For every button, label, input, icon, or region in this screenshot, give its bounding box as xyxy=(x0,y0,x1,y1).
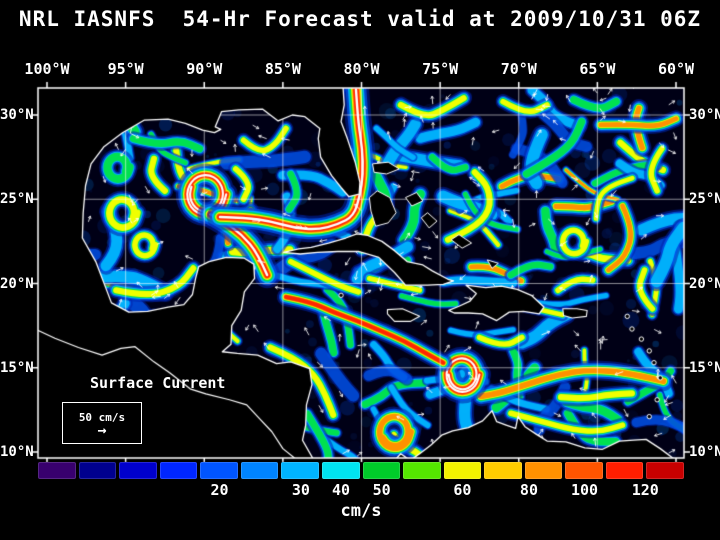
lat-axis-label-left: 25°N xyxy=(0,191,34,208)
colorbar-tick-label: 30 xyxy=(291,481,310,499)
lon-axis-label: 100°W xyxy=(24,60,70,78)
lat-axis-label-right: 25°N xyxy=(689,191,720,208)
lon-axis-label: 60°W xyxy=(657,60,695,78)
lon-axis-label: 80°W xyxy=(343,60,380,78)
colorbar-tick-label: 120 xyxy=(631,481,659,499)
colorbar-tick-label: 50 xyxy=(372,481,391,499)
lon-axis-label: 90°W xyxy=(186,60,223,78)
colorbar-segment xyxy=(565,462,603,479)
scale-arrow-icon: → xyxy=(97,420,107,439)
colorbar-segment xyxy=(200,462,238,479)
speed-colorbar xyxy=(38,462,684,479)
colorbar-tick-label: 40 xyxy=(331,481,350,499)
plot-title: NRL IASNFS 54-Hr Forecast valid at 2009/… xyxy=(18,7,702,31)
colorbar-units-label: cm/s xyxy=(340,501,382,521)
lon-axis-label: 70°W xyxy=(500,60,537,78)
lat-axis-label-right: 20°N xyxy=(689,275,720,292)
colorbar-segment xyxy=(443,462,482,479)
colorbar-segment xyxy=(646,462,684,479)
colorbar-tick-labels: 20 30 40 50 60 80 100 120 xyxy=(38,481,684,500)
colorbar-tick-label: 60 xyxy=(453,481,472,499)
lat-axis-label-right: 10°N xyxy=(689,444,720,460)
colorbar-segment xyxy=(403,462,441,479)
lon-axis-label: 85°W xyxy=(264,60,301,78)
colorbar-segment xyxy=(484,462,522,479)
colorbar-segment xyxy=(119,462,157,479)
lat-axis-label-left: 30°N xyxy=(0,107,34,123)
colorbar-segment xyxy=(605,462,644,479)
current-scale-legend: 50 cm/s → xyxy=(62,402,142,444)
lat-axis-label-left: 20°N xyxy=(0,275,34,292)
colorbar-segment xyxy=(281,462,319,479)
colorbar-tick-label: 80 xyxy=(519,481,538,499)
surface-current-label: Surface Current xyxy=(90,374,226,392)
colorbar-segment xyxy=(38,462,76,479)
colorbar-tick-label: 20 xyxy=(210,481,229,499)
scale-value-label: 50 cm/s xyxy=(78,410,126,424)
lat-axis-label-right: 30°N xyxy=(689,107,720,123)
lon-axis-label: 75°W xyxy=(422,60,459,78)
colorbar-segment xyxy=(78,462,117,479)
lat-axis-label-right: 15°N xyxy=(689,359,720,376)
lon-axis-labels: 100°W 95°W 90°W 85°W 80°W 75°W 70°W 65°W 60°W xyxy=(0,60,720,78)
colorbar-segment xyxy=(362,462,401,479)
colorbar-tick-label: 100 xyxy=(570,481,599,499)
colorbar-segment xyxy=(159,462,198,479)
lon-axis-label: 65°W xyxy=(579,60,616,78)
colorbar-segment xyxy=(240,462,279,479)
lat-axis-label-left: 10°N xyxy=(0,444,34,460)
colorbar-segment xyxy=(321,462,360,479)
lat-axis-label-left: 15°N xyxy=(0,359,34,376)
colorbar-segment xyxy=(524,462,563,479)
lon-axis-label: 95°W xyxy=(107,60,144,78)
